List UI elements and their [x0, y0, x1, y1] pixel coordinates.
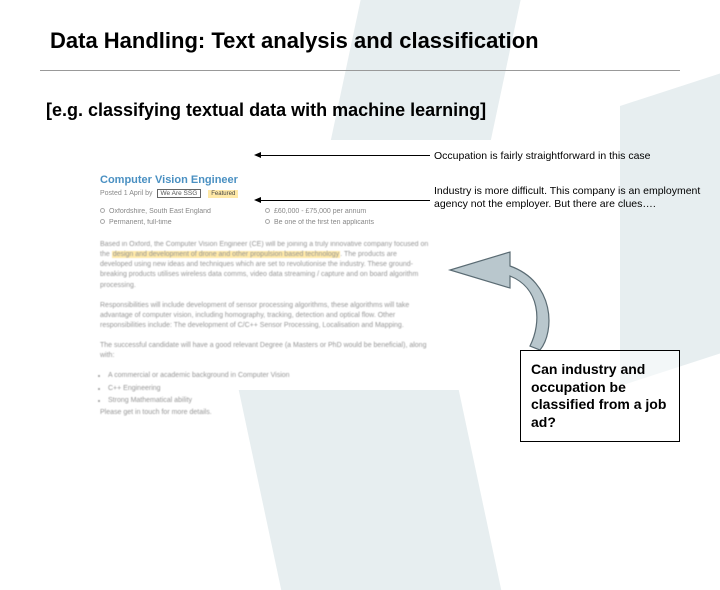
arrow-industry-line: [260, 200, 430, 201]
location-icon: [100, 208, 105, 213]
desc-para3: The successful candidate will have a goo…: [100, 341, 430, 361]
meta-applicants: Be one of the first ten applicants: [265, 219, 430, 226]
desc-para1-highlight: design and development of drone and othe…: [112, 251, 341, 258]
desc-para4: Please get in touch for more details.: [100, 408, 430, 418]
agency-name: We Are SSG: [157, 189, 202, 198]
arrow-occupation-head: [254, 152, 261, 158]
bullet-item: Strong Mathematical ability: [108, 396, 430, 406]
meta-applicants-text: Be one of the first ten applicants: [274, 219, 374, 226]
desc-para1: Based in Oxford, the Computer Vision Eng…: [100, 240, 430, 291]
featured-badge: Featured: [208, 190, 238, 198]
bullet-item: A commercial or academic background in C…: [108, 371, 430, 381]
type-icon: [100, 219, 105, 224]
posted-text: Posted 1 April by: [100, 190, 153, 197]
slide-subtitle: [e.g. classifying textual data with mach…: [46, 100, 486, 121]
meta-location-text: Oxfordshire, South East England: [109, 208, 211, 215]
meta-type: Permanent, full-time: [100, 219, 265, 226]
annotation-occupation: Occupation is fairly straightforward in …: [434, 150, 694, 163]
callout-question: Can industry and occupation be classifie…: [520, 350, 680, 442]
slide-title: Data Handling: Text analysis and classif…: [50, 28, 539, 54]
meta-salary-text: £60,000 - £75,000 per annum: [274, 208, 366, 215]
applicants-icon: [265, 219, 270, 224]
curved-arrow-icon: [440, 242, 570, 362]
job-ad-panel: Computer Vision Engineer Posted 1 April …: [100, 174, 430, 428]
posted-row: Posted 1 April by We Are SSG Featured: [100, 189, 430, 198]
meta-type-text: Permanent, full-time: [109, 219, 172, 226]
desc-para2: Responsibilities will include developmen…: [100, 301, 430, 331]
job-description: Based in Oxford, the Computer Vision Eng…: [100, 240, 430, 418]
salary-icon: [265, 208, 270, 213]
arrow-industry-head: [254, 197, 261, 203]
meta-salary: £60,000 - £75,000 per annum: [265, 208, 430, 215]
bg-shape-right: [620, 54, 720, 386]
bullet-item: C++ Engineering: [108, 384, 430, 394]
meta-location: Oxfordshire, South East England: [100, 208, 265, 215]
desc-bullets: A commercial or academic background in C…: [100, 371, 430, 405]
arrow-occupation-line: [260, 155, 430, 156]
annotation-industry: Industry is more difficult. This company…: [434, 185, 716, 211]
job-ad-title: Computer Vision Engineer: [100, 174, 430, 186]
title-divider: [40, 70, 680, 71]
job-meta-grid: Oxfordshire, South East England £60,000 …: [100, 208, 430, 226]
